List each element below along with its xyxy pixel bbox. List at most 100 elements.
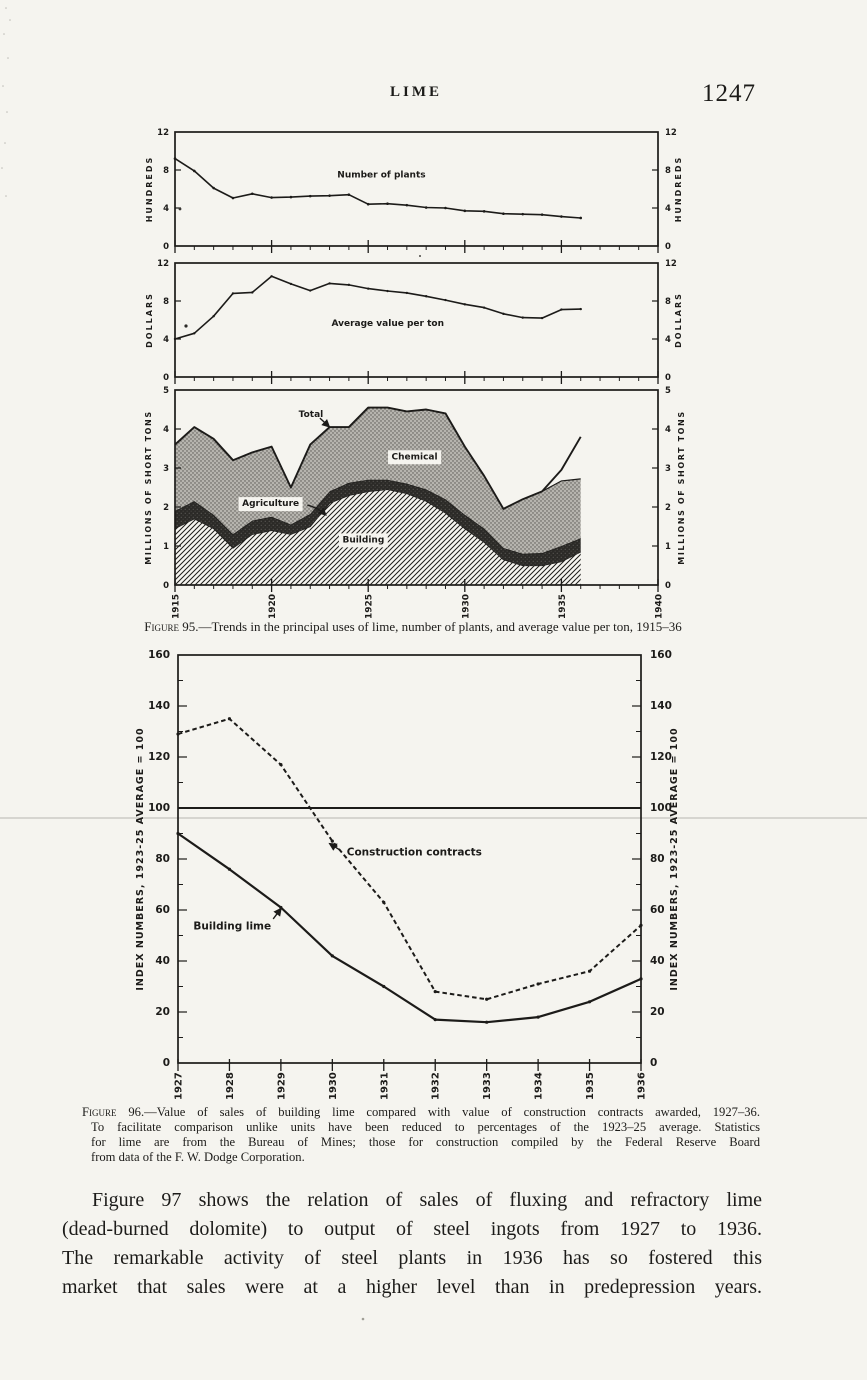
svg-text:80: 80 xyxy=(155,853,170,865)
svg-text:60: 60 xyxy=(155,904,170,916)
svg-text:100: 100 xyxy=(650,802,672,814)
svg-text:1930: 1930 xyxy=(328,1072,339,1100)
y-ticks: 0 0 4 4 8 8 12 12 xyxy=(157,128,677,252)
figure96-caption: Figure 96.—Value of sales of building li… xyxy=(82,1105,760,1165)
svg-text:80: 80 xyxy=(650,853,665,865)
svg-text:Building lime: Building lime xyxy=(193,921,271,933)
series-total xyxy=(174,406,582,510)
running-head-title: LIME xyxy=(389,84,442,100)
svg-text:3: 3 xyxy=(163,464,169,474)
y-axis-label-left: MILLIONS OF SHORT TONS xyxy=(144,410,153,564)
svg-text:1931: 1931 xyxy=(379,1072,390,1100)
y-axis-label-right: DOLLARS xyxy=(674,292,683,348)
svg-text:100: 100 xyxy=(148,802,170,814)
svg-text:140: 140 xyxy=(148,700,170,712)
svg-text:12: 12 xyxy=(665,128,677,138)
area-agriculture xyxy=(175,479,581,566)
y-axis-label-left: INDEX NUMBERS, 1923-25 AVERAGE = 100 xyxy=(135,727,146,990)
y-axis-label-left: DOLLARS xyxy=(145,292,154,348)
annotation-agriculture: Agriculture xyxy=(238,497,327,516)
svg-text:0: 0 xyxy=(665,242,671,252)
svg-text:160: 160 xyxy=(148,649,170,661)
svg-text:Number of plants: Number of plants xyxy=(337,170,425,180)
annotation-number-of-plants: Number of plants xyxy=(337,170,425,180)
svg-text:1932: 1932 xyxy=(431,1072,442,1100)
svg-text:5: 5 xyxy=(163,386,169,396)
x-ticks xyxy=(174,240,659,253)
page-number: 1247 xyxy=(702,80,756,107)
svg-text:Average value per ton: Average value per ton xyxy=(331,319,444,329)
svg-text:Agriculture: Agriculture xyxy=(242,499,299,509)
scan-artifact-dot xyxy=(184,324,188,328)
series-number-of-plants xyxy=(174,157,581,219)
svg-text:1915: 1915 xyxy=(172,594,182,619)
svg-text:8: 8 xyxy=(163,297,169,307)
svg-text:4: 4 xyxy=(665,204,671,214)
svg-text:5: 5 xyxy=(665,386,671,396)
chart-index: 1927 1928 1929 1930 1931 1932 1933 1934 1935 1936… xyxy=(135,649,680,1100)
svg-text:Chemical: Chemical xyxy=(392,452,438,462)
svg-text:Total: Total xyxy=(299,410,324,420)
svg-text:1925: 1925 xyxy=(365,594,375,619)
svg-text:1920: 1920 xyxy=(268,594,278,619)
scan-artifact-speckle xyxy=(5,195,7,197)
series-building-lime xyxy=(177,832,642,1024)
svg-text:20: 20 xyxy=(155,1006,170,1018)
svg-text:2: 2 xyxy=(665,503,671,513)
figure95-caption-text: —Trends in the principal uses of lime, n… xyxy=(198,619,682,634)
svg-text:0: 0 xyxy=(665,373,671,383)
svg-text:1930: 1930 xyxy=(461,594,471,619)
annotation-chemical: Chemical xyxy=(388,450,442,465)
svg-text:40: 40 xyxy=(650,955,665,967)
svg-text:1935: 1935 xyxy=(558,594,568,619)
y-ticks: 0 0 4 4 8 8 12 12 xyxy=(157,259,677,383)
svg-text:4: 4 xyxy=(665,335,671,345)
figure96-caption-line: from data of the F. W. Dodge Corporation… xyxy=(91,1150,305,1164)
svg-text:40: 40 xyxy=(155,955,170,967)
svg-text:8: 8 xyxy=(665,166,671,176)
svg-text:12: 12 xyxy=(157,128,169,138)
scan-artifact-dot xyxy=(419,255,421,257)
x-ticks xyxy=(174,371,659,384)
svg-text:4: 4 xyxy=(163,425,169,435)
svg-text:120: 120 xyxy=(148,751,170,763)
y-axis-label-right: INDEX NUMBERS, 1923-25 AVERAGE = 100 xyxy=(669,727,680,990)
y-ticks: 0 0 20 20 40 40 60 60 80 80 100 100 120 120 140 140 160 1… xyxy=(148,649,672,1069)
svg-text:1934: 1934 xyxy=(534,1072,545,1100)
body-line: market that sales were at a higher level… xyxy=(62,1276,762,1298)
svg-text:4: 4 xyxy=(163,204,169,214)
figure95-caption-label: Figure 95. xyxy=(144,619,199,634)
figure95-caption: Figure 95.—Trends in the principal uses … xyxy=(32,619,794,635)
annotation-total: Total xyxy=(299,410,331,428)
svg-text:3: 3 xyxy=(665,464,671,474)
svg-text:1935: 1935 xyxy=(585,1072,596,1100)
svg-text:160: 160 xyxy=(650,649,672,661)
svg-text:4: 4 xyxy=(665,425,671,435)
svg-text:2: 2 xyxy=(163,503,169,513)
svg-text:12: 12 xyxy=(665,259,677,269)
svg-text:20: 20 xyxy=(650,1006,665,1018)
svg-text:1927: 1927 xyxy=(174,1072,185,1100)
chart-value: 0 0 4 4 8 8 12 12 DOLLARS DOLLARS Average value pe… xyxy=(145,259,683,384)
svg-text:60: 60 xyxy=(650,904,665,916)
svg-text:0: 0 xyxy=(665,581,671,591)
svg-text:0: 0 xyxy=(650,1057,657,1069)
figure96-caption-line: To facilitate comparison unlike units ha… xyxy=(91,1120,760,1134)
scan-artifact-speckle xyxy=(4,142,6,144)
svg-text:0: 0 xyxy=(163,373,169,383)
area-chemical xyxy=(175,407,581,554)
annotation-building: Building xyxy=(338,533,388,548)
scan-artifact-speckle xyxy=(9,19,11,21)
figure96-caption-line: Figure 96.—Value of sales of building li… xyxy=(82,1105,760,1119)
svg-text:Construction contracts: Construction contracts xyxy=(347,847,482,859)
svg-text:1928: 1928 xyxy=(225,1072,236,1100)
svg-text:12: 12 xyxy=(157,259,169,269)
series-average-value-per-ton xyxy=(174,275,581,340)
y-ticks: 0 0 1 1 2 2 3 3 4 4 5 5 xyxy=(163,386,671,591)
svg-text:4: 4 xyxy=(163,335,169,345)
series-construction-contracts xyxy=(177,717,642,1001)
figure96-caption-label: Figure 96. xyxy=(82,1105,145,1119)
svg-text:1: 1 xyxy=(665,542,671,552)
